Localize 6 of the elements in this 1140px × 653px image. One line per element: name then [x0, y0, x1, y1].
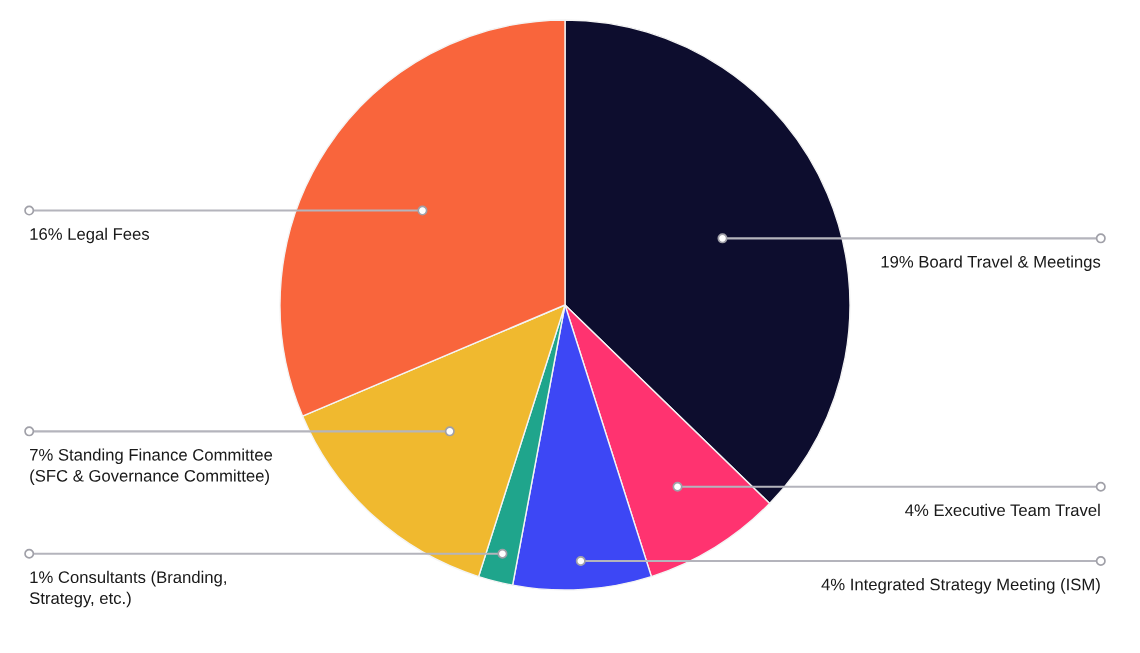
slice-label: 7% Standing Finance Committee (SFC & Governance Committee) — [30, 448, 273, 485]
slice-label: 1% Consultants (Branding, Strategy, etc.) — [29, 570, 226, 608]
slice-label: 19% Board Travel & Meetings — [881, 255, 1101, 271]
slice-label: 16% Legal Fees — [30, 227, 150, 244]
slice-label: 4% Executive Team Travel — [905, 503, 1100, 517]
slice-label: 4% Integrated Strategy Meeting (ISM) — [821, 578, 1100, 594]
